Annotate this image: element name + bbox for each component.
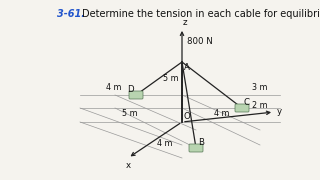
- Text: 4 m: 4 m: [214, 109, 230, 118]
- FancyBboxPatch shape: [129, 91, 143, 99]
- Text: B: B: [198, 138, 204, 147]
- Text: 5 m: 5 m: [163, 74, 179, 83]
- Text: Determine the tension in each cable for equilibrium.: Determine the tension in each cable for …: [82, 9, 320, 19]
- Text: D: D: [127, 85, 134, 94]
- Text: 4 m: 4 m: [157, 139, 173, 148]
- Text: 3 m: 3 m: [252, 84, 268, 93]
- Text: z: z: [183, 18, 188, 27]
- Text: A: A: [184, 63, 190, 72]
- FancyBboxPatch shape: [235, 104, 249, 112]
- Text: O: O: [184, 112, 191, 121]
- Text: 800 N: 800 N: [187, 37, 213, 46]
- Text: 4 m: 4 m: [107, 82, 122, 91]
- Text: y: y: [277, 107, 282, 116]
- FancyBboxPatch shape: [189, 144, 203, 152]
- Text: C: C: [244, 98, 250, 107]
- Text: 2 m: 2 m: [252, 100, 268, 109]
- Text: 5 m: 5 m: [122, 109, 138, 118]
- Text: x: x: [125, 161, 131, 170]
- Text: 3-61.: 3-61.: [57, 9, 85, 19]
